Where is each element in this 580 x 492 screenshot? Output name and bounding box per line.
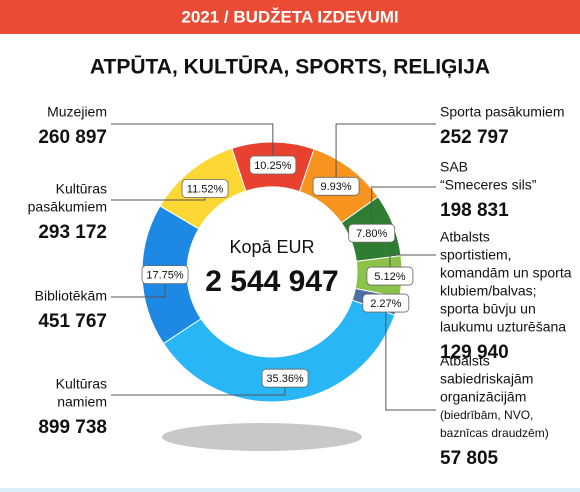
category-label: komandām un sporta [440, 265, 572, 281]
value-label: 260 897 [38, 127, 107, 148]
value-label: 899 738 [38, 417, 107, 438]
category-label: baznīcas draudzēm) [440, 426, 549, 440]
share-label: 35.36% [266, 373, 304, 385]
category-label: SAB [440, 159, 468, 175]
share-box [348, 223, 396, 243]
header: 2021 / BUDŽETA IZDEVUMI [181, 7, 398, 26]
share-box [362, 293, 410, 313]
category-label: Sporta pasākumiem [440, 104, 565, 120]
share-label: 7.80% [356, 228, 387, 240]
category-label: sabiedriskajām [440, 371, 533, 387]
share-box [249, 155, 297, 175]
header-bar [0, 0, 580, 34]
share-box [366, 266, 414, 286]
leader-line [335, 123, 436, 187]
share-box [181, 179, 229, 198]
value-label: 129 940 [440, 342, 509, 363]
category-label: namiem [57, 394, 107, 410]
category-label: Bibliotēkām [35, 288, 107, 304]
share-label: 5.12% [374, 271, 405, 283]
shadow [162, 423, 362, 451]
center-label: Kopā EUR [229, 237, 314, 257]
category-label: (biedrībām, NVO, [440, 408, 533, 422]
category-label: Kultūras [56, 376, 107, 392]
share-label: 17.75% [146, 270, 184, 282]
category-label: klubiem/balvas; [440, 283, 537, 299]
footer-bar [0, 488, 580, 492]
share-label: 10.25% [254, 160, 292, 172]
value-label: 451 767 [38, 311, 107, 332]
category-label: sportistiem, [440, 247, 512, 263]
category-label: organizācijām [440, 389, 526, 405]
chart-title: ATPŪTA, KULTŪRA, SPORTS, RELIĢIJA [90, 56, 490, 79]
category-label: Muzejiem [47, 104, 107, 120]
total-label: 2 544 947 [205, 265, 338, 298]
leader-line [371, 186, 436, 234]
leader-line [385, 303, 436, 411]
category-label: Atbalsts [440, 229, 490, 245]
share-label: 2.27% [370, 298, 401, 310]
category-label: Atbalsts [440, 353, 490, 369]
donut-slice [162, 299, 396, 403]
share-label: 11.52% [187, 183, 224, 195]
category-label: pasākumiem [28, 199, 107, 215]
category-label: Kultūras [56, 181, 107, 197]
leader-line [111, 123, 274, 166]
category-label: “Smeceres sils” [440, 177, 537, 193]
value-label: 252 797 [440, 127, 509, 148]
category-label: sporta būvju un [440, 301, 536, 317]
share-label: 9.93% [320, 181, 351, 193]
category-label: laukumu uzturēšana [440, 319, 566, 335]
share-box [312, 176, 360, 196]
share-box [261, 368, 309, 388]
value-label: 57 805 [440, 448, 499, 469]
share-box [141, 265, 189, 285]
value-label: 198 831 [440, 200, 509, 221]
value-label: 293 172 [38, 222, 107, 243]
